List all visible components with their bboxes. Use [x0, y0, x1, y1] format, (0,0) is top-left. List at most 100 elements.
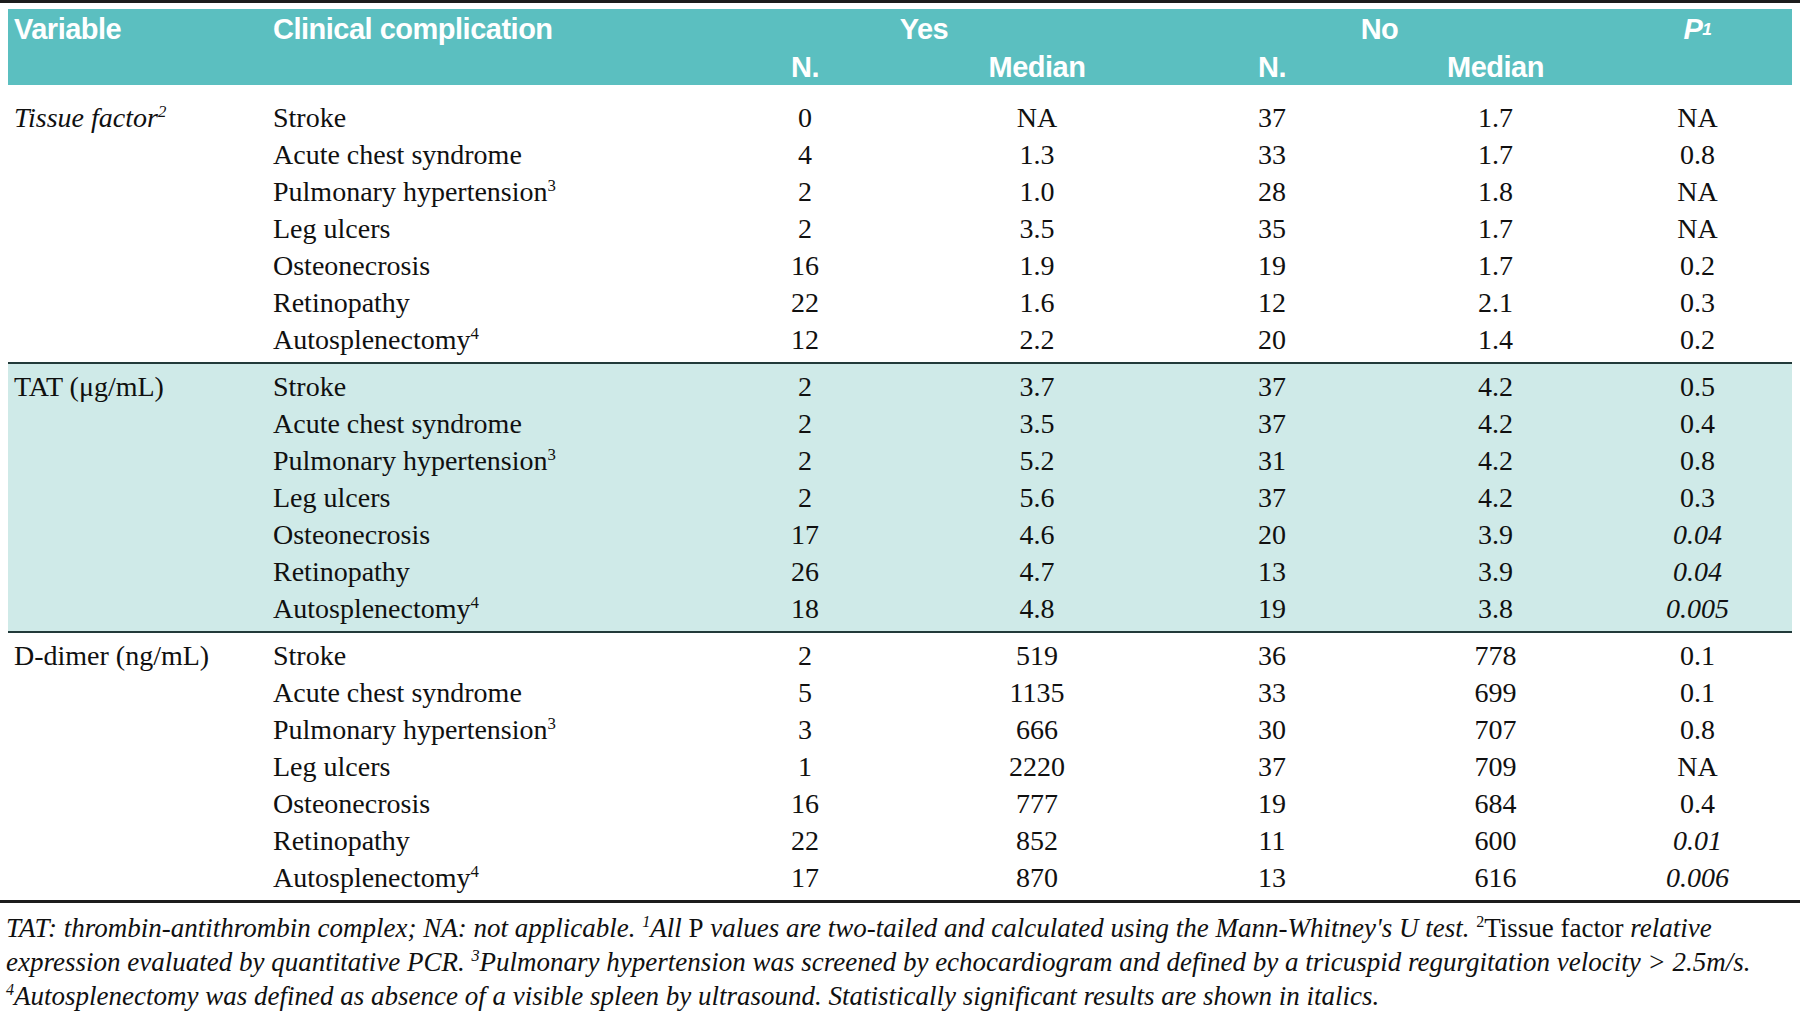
no-median-cell: 3.9 [1388, 519, 1603, 551]
no-n-cell: 37 [1156, 408, 1388, 440]
footnote-segment: Autosplenectomy was defined as absence o… [14, 981, 1379, 1011]
complication-cell: Leg ulcers [265, 751, 692, 783]
complication-cell: Autosplenectomy4 [265, 593, 692, 625]
no-n-cell: 36 [1156, 640, 1388, 672]
footnote-segment: 4 [6, 981, 14, 999]
footnote-segment: All [650, 913, 688, 943]
complication-cell: Stroke [265, 371, 692, 403]
footnote-segment: values are two-tailed and calculated usi… [704, 913, 1477, 943]
no-median-cell: 778 [1388, 640, 1603, 672]
p-value-cell: NA [1603, 176, 1792, 208]
no-n-cell: 20 [1156, 324, 1388, 356]
complication-cell: Retinopathy [265, 825, 692, 857]
no-n-cell: 31 [1156, 445, 1388, 477]
p-value-cell: 0.4 [1603, 788, 1792, 820]
yes-n-cell: 2 [692, 408, 918, 440]
complication-cell: Retinopathy [265, 287, 692, 319]
yes-n-cell: 0 [692, 102, 918, 134]
table-row: Retinopathy264.7133.90.04 [8, 553, 1792, 590]
p-value-cell: NA [1603, 102, 1792, 134]
table-row: Autosplenectomy417870136160.006 [8, 859, 1792, 896]
complication-cell: Autosplenectomy4 [265, 324, 692, 356]
complication-cell: Osteonecrosis [265, 788, 692, 820]
table-row: TAT (μg/mL)Stroke23.7374.20.5 [8, 368, 1792, 405]
no-n-cell: 30 [1156, 714, 1388, 746]
header-variable: Variable [8, 9, 265, 49]
p-value-cell: 0.006 [1603, 862, 1792, 894]
no-n-cell: 11 [1156, 825, 1388, 857]
p-value-cell: 0.1 [1603, 640, 1792, 672]
table-row: Osteonecrosis161.9191.70.2 [8, 247, 1792, 284]
p-value-cell: 0.2 [1603, 324, 1792, 356]
no-median-cell: 1.7 [1388, 250, 1603, 282]
p-value-cell: 0.8 [1603, 139, 1792, 171]
yes-n-cell: 2 [692, 482, 918, 514]
no-n-cell: 13 [1156, 556, 1388, 588]
p-value-cell: NA [1603, 751, 1792, 783]
no-median-cell: 1.7 [1388, 213, 1603, 245]
variable-cell: Tissue factor2 [8, 102, 265, 134]
yes-n-cell: 4 [692, 139, 918, 171]
no-n-cell: 33 [1156, 139, 1388, 171]
no-median-cell: 4.2 [1388, 445, 1603, 477]
yes-n-cell: 3 [692, 714, 918, 746]
no-median-cell: 709 [1388, 751, 1603, 783]
header-p-value: P1 [1603, 9, 1792, 49]
no-median-cell: 1.8 [1388, 176, 1603, 208]
yes-median-cell: 3.7 [918, 371, 1156, 403]
yes-n-cell: 16 [692, 250, 918, 282]
table-row: Osteonecrosis174.6203.90.04 [8, 516, 1792, 553]
yes-median-cell: 5.6 [918, 482, 1156, 514]
yes-n-cell: 2 [692, 640, 918, 672]
yes-n-cell: 2 [692, 213, 918, 245]
yes-n-cell: 2 [692, 445, 918, 477]
footnote-segment: Pulmonary hypertension was screened by e… [479, 947, 1750, 977]
yes-median-cell: 852 [918, 825, 1156, 857]
no-median-cell: 3.9 [1388, 556, 1603, 588]
footnote-text: TAT: thrombin-antithrombin complex; NA: … [0, 903, 1800, 1013]
p-value-cell: 0.8 [1603, 445, 1792, 477]
yes-n-cell: 22 [692, 287, 918, 319]
yes-median-cell: NA [918, 102, 1156, 134]
no-n-cell: 19 [1156, 250, 1388, 282]
table-section: TAT (μg/mL)Stroke23.7374.20.5Acute chest… [8, 362, 1792, 631]
p-value-cell: 0.04 [1603, 519, 1792, 551]
no-n-cell: 19 [1156, 788, 1388, 820]
yes-median-cell: 666 [918, 714, 1156, 746]
no-median-cell: 4.2 [1388, 371, 1603, 403]
complication-cell: Pulmonary hypertension3 [265, 714, 692, 746]
table-row: Acute chest syndrome51135336990.1 [8, 674, 1792, 711]
table-row: Tissue factor2Stroke0NA371.7NA [8, 99, 1792, 136]
no-n-cell: 20 [1156, 519, 1388, 551]
yes-n-cell: 17 [692, 862, 918, 894]
no-median-cell: 600 [1388, 825, 1603, 857]
complication-cell: Osteonecrosis [265, 250, 692, 282]
p-value-cell: 0.3 [1603, 287, 1792, 319]
no-n-cell: 28 [1156, 176, 1388, 208]
yes-n-cell: 16 [692, 788, 918, 820]
no-median-cell: 684 [1388, 788, 1603, 820]
no-n-cell: 37 [1156, 371, 1388, 403]
p-value-cell: 0.2 [1603, 250, 1792, 282]
header-no-n: N. [1156, 49, 1388, 85]
table-row: Pulmonary hypertension321.0281.8NA [8, 173, 1792, 210]
p-value-cell: 0.01 [1603, 825, 1792, 857]
p-value-cell: 0.5 [1603, 371, 1792, 403]
p-value-cell: NA [1603, 213, 1792, 245]
yes-median-cell: 3.5 [918, 408, 1156, 440]
yes-n-cell: 26 [692, 556, 918, 588]
footnote-segment: Tissue factor [1484, 913, 1630, 943]
table-row: Retinopathy22852116000.01 [8, 822, 1792, 859]
yes-median-cell: 4.7 [918, 556, 1156, 588]
table-row: Pulmonary hypertension33666307070.8 [8, 711, 1792, 748]
no-median-cell: 1.7 [1388, 102, 1603, 134]
complication-cell: Acute chest syndrome [265, 677, 692, 709]
complication-cell: Acute chest syndrome [265, 139, 692, 171]
no-median-cell: 3.8 [1388, 593, 1603, 625]
p-value-cell: 0.04 [1603, 556, 1792, 588]
yes-median-cell: 4.8 [918, 593, 1156, 625]
p-value-cell: 0.8 [1603, 714, 1792, 746]
yes-n-cell: 22 [692, 825, 918, 857]
no-n-cell: 37 [1156, 751, 1388, 783]
header-yes-median: Median [918, 49, 1156, 85]
